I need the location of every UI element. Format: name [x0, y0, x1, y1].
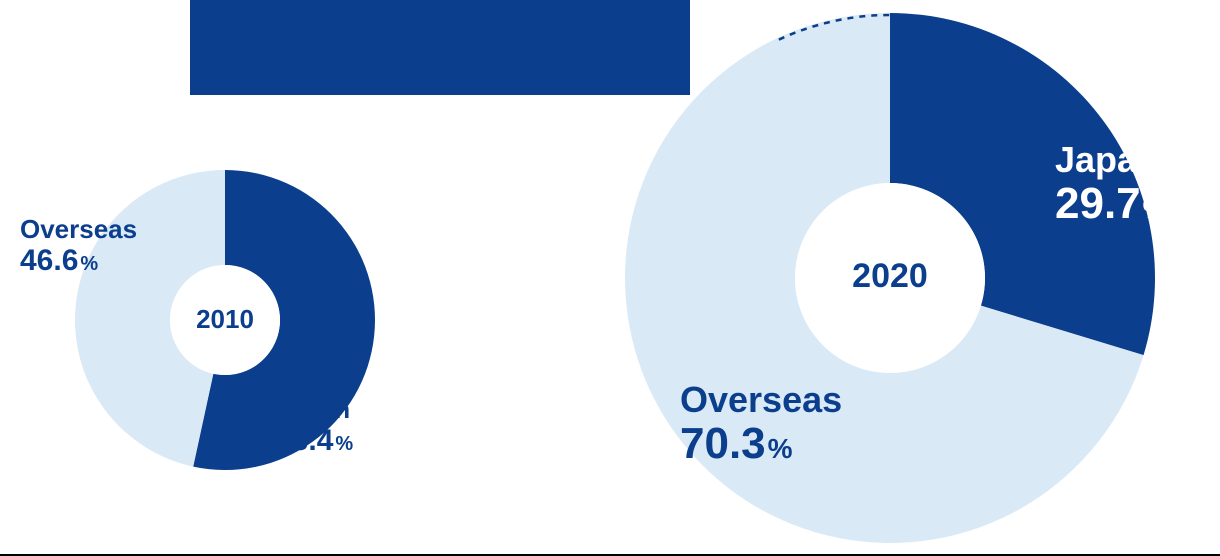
- label-overseas-2020: Overseas70.3%: [680, 380, 842, 468]
- label-name-overseas-2020: Overseas: [680, 380, 842, 420]
- label-value-overseas-2010: 46.6: [20, 244, 78, 277]
- label-value-overseas-2020: 70.3: [680, 419, 766, 468]
- label-overseas-2010: Overseas46.6%: [20, 215, 137, 277]
- label-pct-japan-2010: %: [335, 433, 353, 455]
- center-year-2020: 2020: [625, 257, 1155, 296]
- label-name-overseas-2010: Overseas: [20, 215, 137, 244]
- label-japan-2010: Japan53.4%: [275, 395, 353, 457]
- label-japan-2020: Japan29.7%: [1055, 140, 1168, 228]
- top-band: [190, 0, 690, 95]
- center-year-2010: 2010: [75, 304, 375, 335]
- label-value-japan-2010: 53.4: [275, 424, 333, 457]
- label-name-japan-2020: Japan: [1055, 140, 1168, 180]
- label-name-japan-2010: Japan: [275, 395, 353, 424]
- label-pct-overseas-2020: %: [768, 433, 793, 464]
- label-value-japan-2020: 29.7: [1055, 179, 1141, 228]
- label-pct-japan-2020: %: [1143, 193, 1168, 224]
- label-pct-overseas-2010: %: [80, 253, 98, 275]
